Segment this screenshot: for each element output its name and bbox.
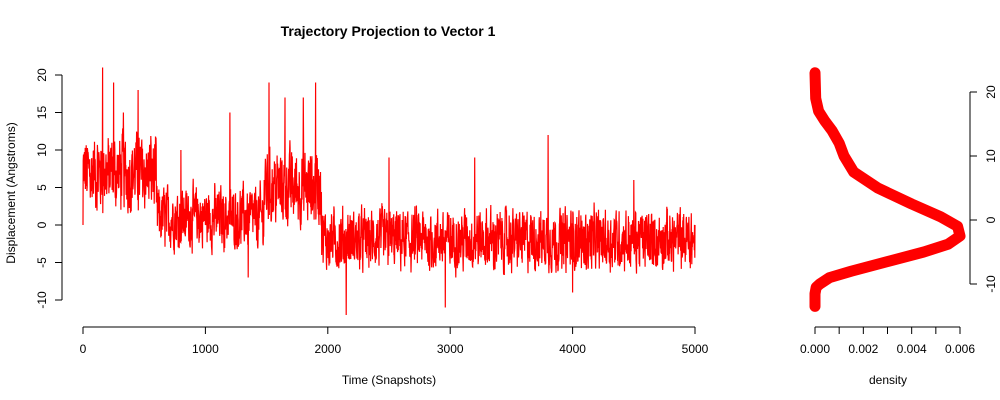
density-curve-group <box>809 67 966 312</box>
y-tick-label: 20 <box>35 68 49 82</box>
x-tick-label: 1000 <box>192 342 219 356</box>
density-panel: 0.000 0.002 0.004 0.006 -10 0 10 20 density <box>800 67 998 387</box>
density-y-tick-label: 20 <box>984 85 998 99</box>
y-axis-label: Displacement (Angstroms) <box>4 122 18 263</box>
trajectory-line <box>82 67 696 316</box>
y-tick-label: 0 <box>35 221 49 228</box>
y-tick-label: -5 <box>35 257 49 268</box>
density-y-tick-group: -10 0 10 20 <box>970 85 998 293</box>
x-tick-label: 5000 <box>682 342 709 356</box>
x-tick-label: 4000 <box>559 342 586 356</box>
y-tick-label: -10 <box>35 291 49 309</box>
density-x-tick-label: 0.006 <box>945 342 975 356</box>
density-y-tick-label: 0 <box>984 216 998 223</box>
x-tick-label: 0 <box>80 342 87 356</box>
density-x-axis-label: density <box>869 373 907 387</box>
density-x-tick-label: 0.000 <box>800 342 830 356</box>
density-x-tick-label: 0.002 <box>848 342 878 356</box>
density-curve <box>809 67 966 312</box>
trajectory-trace-group <box>82 67 696 316</box>
chart-title: Trajectory Projection to Vector 1 <box>281 23 496 39</box>
density-x-tick-label: 0.004 <box>897 342 927 356</box>
density-x-tick-group: 0.000 0.002 0.004 0.006 <box>800 327 975 356</box>
trajectory-panel: 0 1000 2000 3000 4000 5000 -10 -5 0 5 10 15 20 Time… <box>4 67 709 387</box>
y-tick-label: 15 <box>35 106 49 120</box>
y-tick-label: 10 <box>35 143 49 157</box>
x-tick-label: 3000 <box>437 342 464 356</box>
x-axis-label: Time (Snapshots) <box>342 373 436 387</box>
y-tick-group: -10 -5 0 5 10 15 20 <box>35 68 62 309</box>
density-y-tick-label: 10 <box>984 149 998 163</box>
density-y-tick-label: -10 <box>984 275 998 293</box>
y-tick-label: 5 <box>35 184 49 191</box>
x-tick-group: 0 1000 2000 3000 4000 5000 <box>80 327 709 356</box>
x-tick-label: 2000 <box>314 342 341 356</box>
